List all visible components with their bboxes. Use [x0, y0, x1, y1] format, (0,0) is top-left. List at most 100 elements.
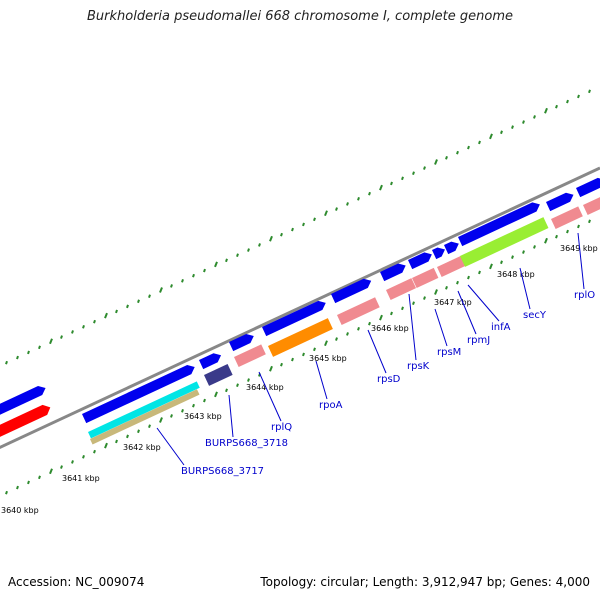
- pink-feature: [583, 196, 600, 215]
- red-feature-shape: [0, 404, 51, 444]
- tick-label: 3642 kbp: [123, 443, 161, 452]
- gene-label: rplO: [574, 290, 595, 301]
- ruler-dash: [82, 455, 85, 459]
- gene-arrow-shape: [576, 177, 600, 198]
- ruler-dash: [313, 347, 316, 352]
- ruler-dash: [302, 222, 305, 227]
- ruler-tick-labels: 3640 kbp 3641 kbp 3642 kbp 3643 kbp 3644 kbp…: [1, 244, 598, 515]
- ruler-dash: [247, 378, 250, 382]
- pink-feature-shape: [386, 278, 417, 300]
- gene-arrow-shape: [444, 241, 459, 255]
- ruler-dash: [49, 468, 53, 475]
- gene-label-leader: [367, 329, 387, 374]
- cyan-feature: [88, 381, 200, 439]
- ruler-dash: [434, 159, 438, 165]
- gene-arrow: [199, 353, 222, 370]
- orange-feature: [268, 318, 333, 357]
- navy-feature: [204, 364, 233, 386]
- ruler-dash: [478, 140, 481, 145]
- ruler-dash: [280, 232, 283, 237]
- lime-feature: [460, 217, 549, 267]
- ruler-dash: [170, 284, 173, 288]
- feature-track: [0, 177, 600, 445]
- gene-arrow: [458, 202, 540, 247]
- ruler-dash: [533, 115, 536, 119]
- ruler-dash: [379, 184, 383, 191]
- ruler-dash: [302, 352, 305, 357]
- ruler-dash: [236, 383, 239, 387]
- ruler-dash: [192, 403, 195, 408]
- gene-label-leader: [434, 308, 448, 347]
- gene-arrow-shape: [262, 300, 326, 337]
- gene-label: infA: [491, 322, 511, 333]
- ruler-dash: [16, 355, 19, 360]
- pink-feature: [437, 256, 466, 277]
- ruler-dash: [522, 120, 525, 124]
- ruler-dash: [357, 197, 360, 201]
- ruler-dash: [445, 286, 448, 290]
- ruler-dash: [412, 171, 415, 176]
- ruler-dash: [346, 202, 349, 206]
- pink-feature-shape: [437, 256, 466, 277]
- ruler-dash: [49, 338, 53, 345]
- gene-arrow-shape: [199, 353, 222, 370]
- gene-arrow-shape: [0, 385, 46, 423]
- topology-text: Topology: circular; Length: 3,912,947 bp…: [260, 575, 590, 589]
- ruler-dash: [16, 485, 19, 490]
- ruler-dash: [335, 207, 338, 211]
- tan-feature-shape: [90, 389, 200, 445]
- genome-backbone: [0, 166, 600, 449]
- pink-feature: [412, 267, 439, 288]
- pink-feature: [337, 297, 380, 325]
- ruler-dash: [412, 301, 415, 306]
- gene-arrow: [82, 365, 195, 424]
- pink-feature: [551, 206, 583, 229]
- ruler-dash: [27, 480, 30, 485]
- map-title: Burkholderia pseudomallei 668 chromosome…: [86, 9, 514, 24]
- ruler-dash: [357, 327, 360, 331]
- ruler-dash: [555, 104, 558, 109]
- ruler-dash: [82, 325, 85, 329]
- ruler-dash: [38, 345, 41, 350]
- gene-label-leader: [258, 371, 282, 422]
- gene-arrow: [444, 241, 459, 255]
- ruler-dash: [60, 335, 63, 339]
- gene-arrow-shape: [546, 192, 574, 212]
- ruler-dash: [401, 176, 404, 181]
- ruler-dash: [27, 350, 30, 355]
- ruler-dash: [137, 299, 140, 304]
- ruler-dash: [401, 306, 404, 311]
- tick-label: 3643 kbp: [184, 412, 222, 421]
- gene-label-leader: [315, 360, 328, 400]
- ruler-dash: [467, 145, 470, 150]
- ruler-dash: [5, 490, 8, 495]
- gene-label-leader: [467, 284, 500, 322]
- tick-label: 3647 kbp: [434, 298, 472, 307]
- tick-label: 3646 kbp: [371, 324, 409, 333]
- red-feature: [0, 404, 51, 444]
- pink-feature: [234, 344, 266, 367]
- ruler-dash: [291, 227, 294, 232]
- ruler-dash: [291, 357, 294, 362]
- ruler-dash: [269, 365, 273, 372]
- ruler-dash: [93, 319, 96, 324]
- tick-label: 3644 kbp: [246, 383, 284, 392]
- navy-feature-shape: [204, 364, 233, 386]
- pink-feature-shape: [583, 196, 600, 215]
- ruler-dash: [588, 89, 591, 94]
- ruler-dash: [489, 263, 493, 270]
- ruler-dash: [225, 388, 228, 393]
- ruler-dash: [423, 166, 426, 170]
- ruler-dash: [126, 434, 129, 439]
- gene-arrow: [0, 385, 46, 423]
- gene-label: rpsD: [377, 374, 401, 385]
- ruler-dash: [115, 309, 118, 314]
- ruler-dash: [544, 107, 548, 114]
- ruler-dash: [181, 408, 184, 413]
- gene-arrow-shape: [82, 365, 195, 424]
- ruler-dash: [192, 273, 195, 278]
- pink-feature-shape: [337, 297, 380, 325]
- gene-arrow-shape: [408, 252, 432, 270]
- gene-label-leader: [457, 290, 477, 335]
